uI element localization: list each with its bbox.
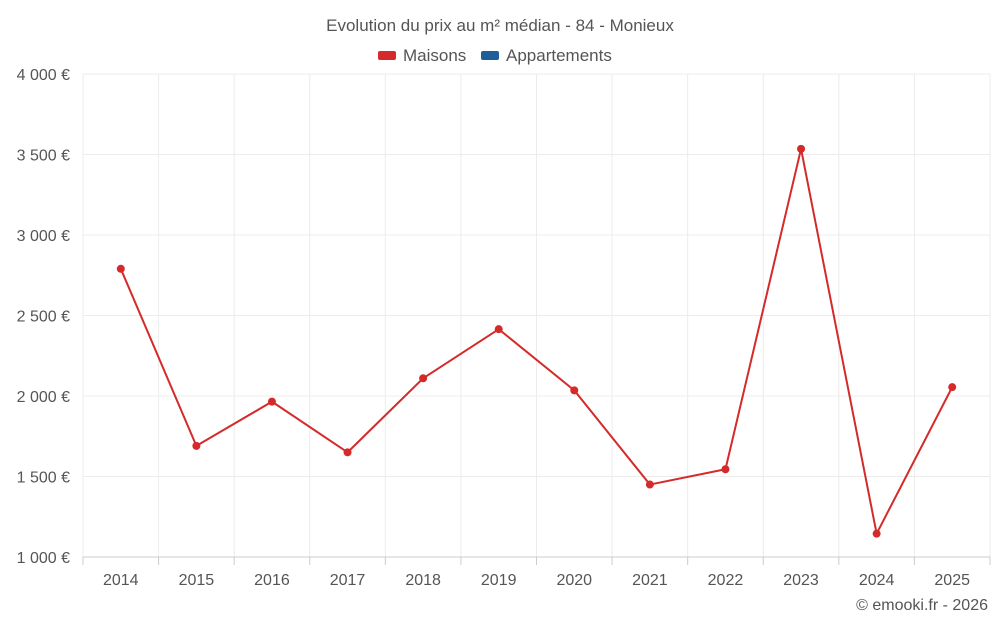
data-point[interactable] <box>872 529 881 538</box>
data-point[interactable] <box>343 448 352 457</box>
legend-item-appartements[interactable]: Appartements <box>481 46 612 65</box>
x-tick-label: 2021 <box>632 572 668 589</box>
y-tick-label: 2 500 € <box>17 309 70 326</box>
data-point[interactable] <box>419 374 428 383</box>
data-point[interactable] <box>797 144 806 153</box>
chart-title: Evolution du prix au m² médian - 84 - Mo… <box>326 16 674 35</box>
y-tick-label: 3 000 € <box>17 228 70 245</box>
data-point[interactable] <box>116 264 125 273</box>
x-tick-label: 2023 <box>783 572 819 589</box>
legend: Maisons Appartements <box>378 46 612 65</box>
x-tick-label: 2016 <box>254 572 290 589</box>
data-point[interactable] <box>645 480 654 489</box>
x-tick-label: 2024 <box>859 572 895 589</box>
grid <box>82 73 991 557</box>
legend-swatch-maisons <box>378 51 396 60</box>
data-point[interactable] <box>570 386 579 395</box>
x-tick-label: 2017 <box>330 572 366 589</box>
y-tick-label: 2 000 € <box>17 389 70 406</box>
data-point[interactable] <box>192 441 201 450</box>
x-tick-label: 2019 <box>481 572 517 589</box>
credit-text: © emooki.fr - 2026 <box>856 597 988 614</box>
y-tick-label: 1 500 € <box>17 470 70 487</box>
x-tick-label: 2018 <box>405 572 441 589</box>
data-point[interactable] <box>267 397 276 406</box>
legend-label-appartements: Appartements <box>506 46 612 65</box>
y-tick-label: 1 000 € <box>17 550 70 567</box>
y-tick-label: 3 500 € <box>17 148 70 165</box>
series <box>116 144 957 538</box>
x-tick-label: 2014 <box>103 572 139 589</box>
x-tick-label: 2025 <box>934 572 970 589</box>
data-point[interactable] <box>721 465 730 474</box>
x-tick-label: 2020 <box>556 572 592 589</box>
legend-label-maisons: Maisons <box>403 46 466 65</box>
axes: 1 000 € 1 500 € 2 000 € 2 500 € 3 000 € 3 500… <box>17 67 991 589</box>
y-tick-label: 4 000 € <box>17 67 70 84</box>
data-point[interactable] <box>494 325 503 334</box>
legend-swatch-appartements <box>481 51 499 60</box>
legend-item-maisons[interactable]: Maisons <box>378 46 466 65</box>
x-tick-label: 2022 <box>708 572 744 589</box>
x-tick-label: 2015 <box>179 572 215 589</box>
data-point[interactable] <box>948 383 957 392</box>
series-line-maisons <box>119 147 954 535</box>
